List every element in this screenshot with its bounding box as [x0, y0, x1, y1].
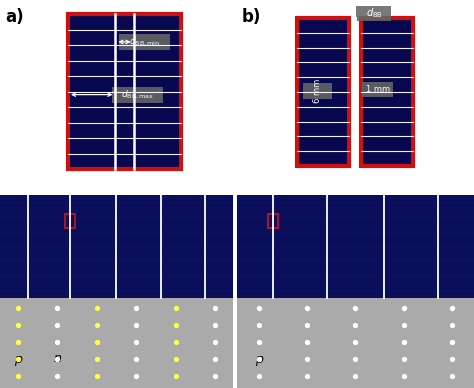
- Bar: [297, 18, 349, 166]
- FancyBboxPatch shape: [303, 83, 332, 99]
- Text: $d_{\mathregular{BB,max}}$: $d_{\mathregular{BB,max}}$: [121, 88, 154, 101]
- Bar: [65, 214, 75, 228]
- FancyBboxPatch shape: [112, 87, 163, 102]
- Bar: [0, 195, 233, 298]
- Bar: [237, 195, 474, 298]
- FancyBboxPatch shape: [356, 5, 392, 21]
- Text: n: n: [54, 353, 61, 365]
- Text: p: p: [14, 353, 22, 365]
- Ellipse shape: [352, 31, 358, 41]
- Text: b): b): [242, 8, 261, 26]
- Text: 6 mm: 6 mm: [313, 78, 322, 103]
- Ellipse shape: [352, 134, 358, 144]
- FancyBboxPatch shape: [119, 34, 170, 50]
- Ellipse shape: [352, 84, 358, 94]
- Text: 1 mm: 1 mm: [366, 85, 390, 94]
- FancyBboxPatch shape: [363, 81, 393, 97]
- Text: p: p: [255, 353, 263, 365]
- Bar: [68, 14, 181, 169]
- Bar: [0, 298, 233, 388]
- Bar: [237, 298, 474, 388]
- Text: a): a): [5, 8, 24, 26]
- Bar: [361, 18, 413, 166]
- Bar: [267, 214, 278, 228]
- Text: $d_{\mathregular{BB,min}}$: $d_{\mathregular{BB,min}}$: [129, 36, 160, 48]
- Text: $d_{\mathregular{BB}}$: $d_{\mathregular{BB}}$: [365, 6, 383, 20]
